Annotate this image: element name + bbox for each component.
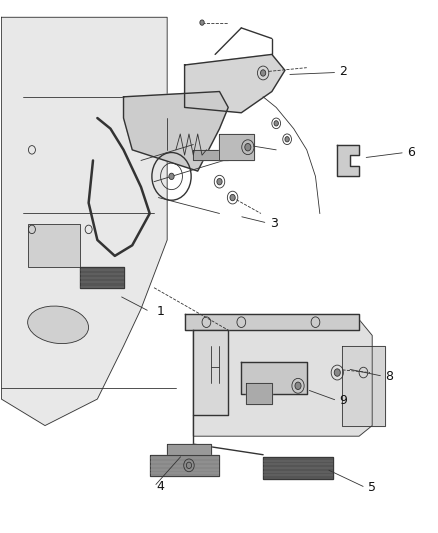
Circle shape: [333, 369, 339, 376]
Polygon shape: [149, 455, 219, 476]
Bar: [28, 224, 80, 266]
Circle shape: [186, 462, 191, 469]
Circle shape: [244, 143, 251, 151]
Circle shape: [199, 20, 204, 25]
Polygon shape: [193, 330, 228, 415]
Circle shape: [284, 136, 289, 142]
Circle shape: [216, 179, 222, 185]
Polygon shape: [341, 346, 385, 425]
Polygon shape: [193, 150, 228, 160]
Polygon shape: [193, 319, 371, 436]
Text: 6: 6: [406, 146, 414, 159]
Text: 4: 4: [156, 480, 164, 493]
Text: 9: 9: [339, 394, 346, 407]
Ellipse shape: [28, 306, 88, 344]
Polygon shape: [184, 54, 284, 113]
Circle shape: [294, 382, 300, 390]
Polygon shape: [241, 362, 306, 394]
Circle shape: [260, 70, 265, 76]
Circle shape: [230, 195, 235, 201]
Polygon shape: [123, 92, 228, 171]
Polygon shape: [245, 383, 271, 405]
Polygon shape: [184, 314, 358, 330]
Text: 5: 5: [367, 481, 375, 494]
Text: 1: 1: [156, 305, 164, 318]
Polygon shape: [336, 144, 358, 176]
Polygon shape: [80, 266, 123, 288]
Polygon shape: [219, 134, 254, 160]
Circle shape: [169, 173, 174, 180]
Text: 8: 8: [385, 370, 392, 383]
Text: 2: 2: [339, 65, 346, 78]
Text: 3: 3: [269, 216, 277, 230]
Polygon shape: [167, 444, 210, 455]
Circle shape: [273, 120, 278, 126]
Polygon shape: [262, 457, 332, 479]
Polygon shape: [1, 17, 167, 425]
